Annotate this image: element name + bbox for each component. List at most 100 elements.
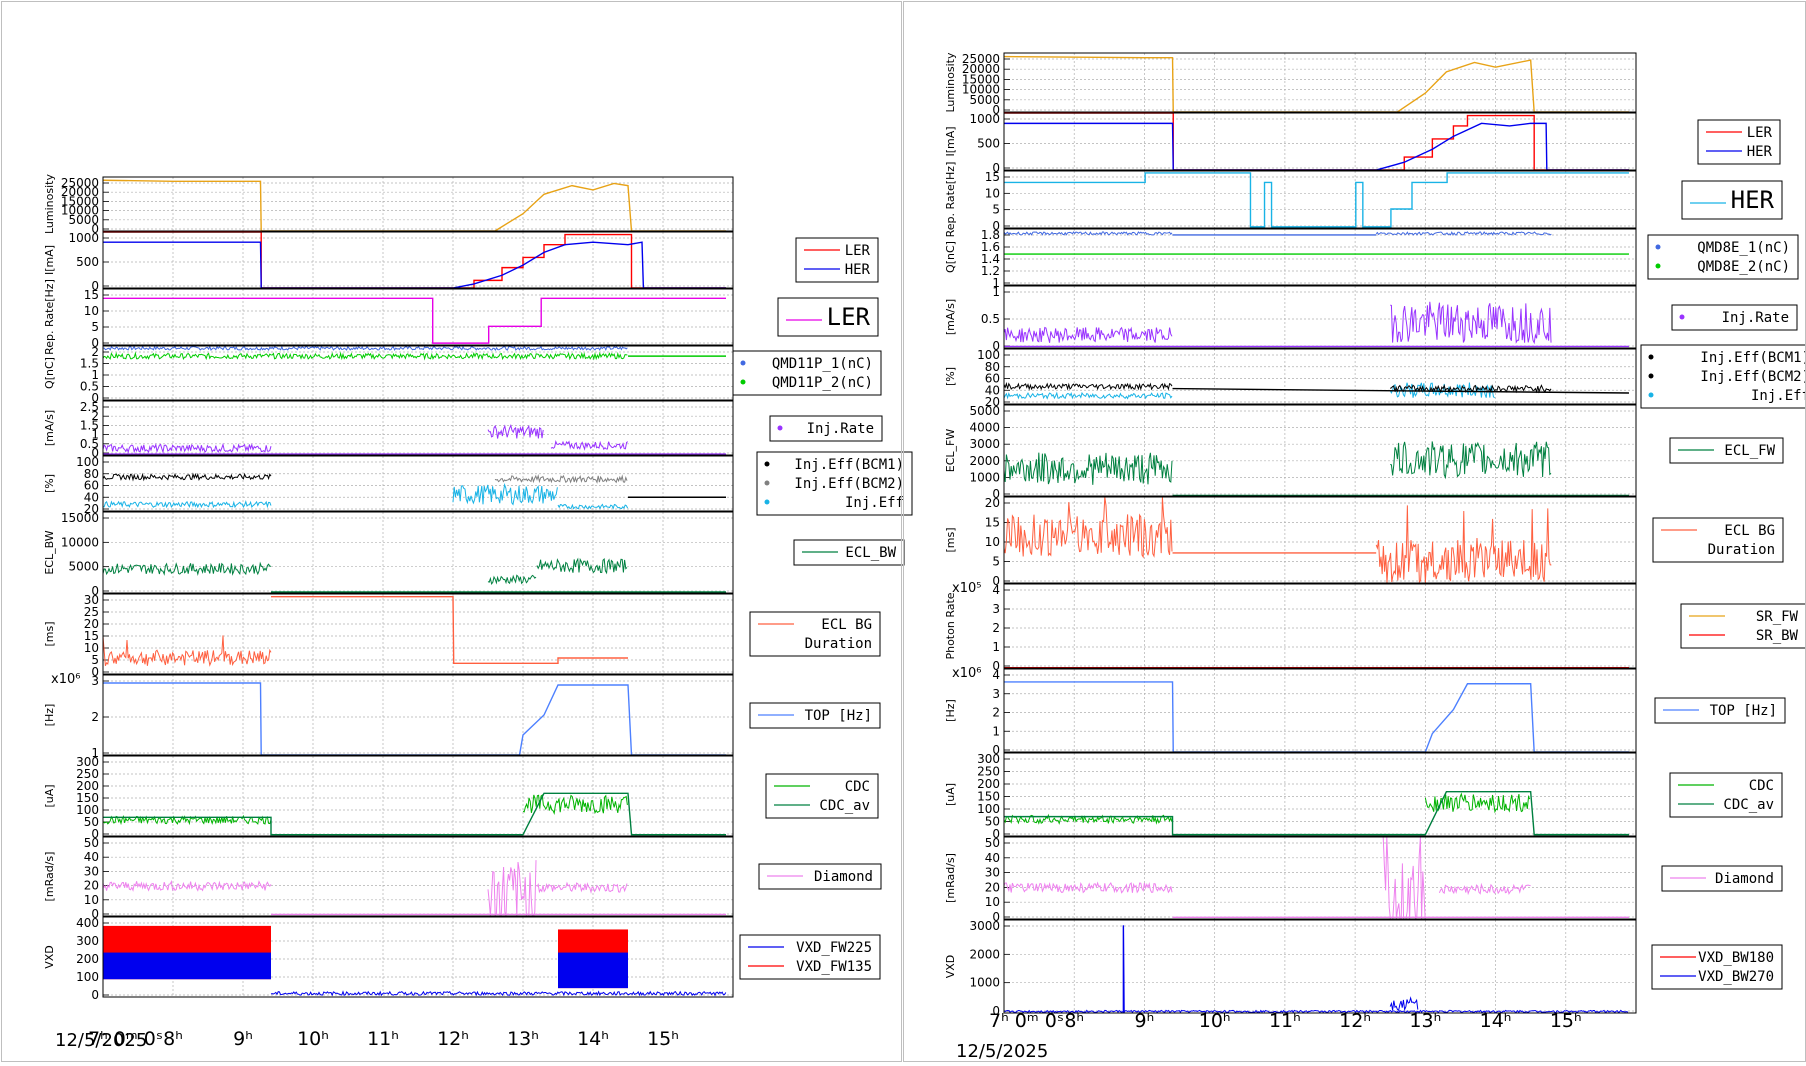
- y-tick-label: 1000: [969, 976, 1000, 990]
- legend-swatch: [764, 480, 770, 486]
- series-ecl-1: [1390, 441, 1552, 480]
- y-axis-label: [mA/s]: [43, 410, 56, 446]
- x-tick-label: 8ʰ: [163, 1028, 183, 1050]
- y-tick-label: 10: [985, 895, 1000, 909]
- row-frame: [1003, 170, 1637, 229]
- y-tick-label: 5: [91, 653, 99, 667]
- legend-label: TOP [Hz]: [805, 708, 872, 724]
- row-frame: [102, 593, 734, 675]
- legend-box: [1681, 180, 1783, 220]
- x-tick-label: 14ʰ: [577, 1028, 609, 1050]
- y-axis-label: I[mA]: [43, 245, 56, 275]
- left-row-rep: 15 10 5 0 Rep. Rate[Hz] LER: [43, 279, 879, 355]
- y-tick-label: 80: [84, 467, 99, 481]
- legend-cdc: CDC CDC_av: [765, 773, 879, 819]
- series-dur-2: [1375, 505, 1552, 584]
- row-frame: [1003, 496, 1637, 584]
- y-tick-label: 300: [76, 934, 99, 948]
- series-inj-1: [1390, 301, 1552, 345]
- series-vxd-4: [270, 990, 727, 997]
- y-tick-label: 0: [91, 391, 99, 405]
- legend-cdc: CDC CDC_av: [1669, 772, 1783, 818]
- legend-inj: Inj.Rate: [769, 415, 883, 442]
- y-tick-label: 0: [91, 279, 99, 293]
- legend-label: HER: [1731, 186, 1775, 214]
- row-frame: [102, 288, 734, 346]
- x-tick-label: 12ʰ: [1339, 1010, 1371, 1032]
- legend-box: [765, 773, 879, 819]
- legend-swatch: [1648, 392, 1654, 398]
- legend-label: HER: [1747, 144, 1773, 160]
- y-tick-label: 250: [76, 767, 99, 781]
- legend-cur: LER HER: [1697, 119, 1781, 165]
- y-tick-label: 60: [985, 372, 1000, 386]
- y-tick-label: 3: [91, 674, 99, 688]
- left-chart: 2500020000150001000050000Luminosity10005…: [43, 174, 913, 1051]
- series-ecl-2: [536, 557, 628, 575]
- y-tick-label: 0: [992, 743, 1000, 757]
- series-vxd-2: [1122, 925, 1125, 1014]
- y-tick-label: 200: [76, 952, 99, 966]
- legend-box: [777, 297, 879, 337]
- y-tick-label: 5000: [969, 404, 1000, 418]
- legend-label: VXD_BW180: [1698, 950, 1774, 966]
- right-row-dur: 20 15 10 5 0 [ms] ECL BG Duration: [944, 496, 1784, 588]
- series-cdc-2: [1004, 791, 1629, 836]
- series-eff-2: [102, 500, 272, 509]
- row-frame: [102, 231, 734, 289]
- legend-dia: Diamond: [1661, 865, 1783, 892]
- y-tick-label: 1000: [969, 470, 1000, 484]
- y-tick-label: 2.5: [80, 400, 99, 414]
- y-axis-label: I[mA]: [944, 126, 957, 156]
- legend-label: Inj.Eff(BCM1): [1700, 350, 1806, 366]
- y-axis-label: ECL_FW: [944, 429, 957, 473]
- y-tick-label: 100: [977, 348, 1000, 362]
- left-row-ecl: 15000 10000 5000 0 ECL_BW ECL_BW: [43, 511, 905, 598]
- y-tick-label: 0: [992, 910, 1000, 924]
- y-tick-label: 5000: [68, 560, 99, 574]
- legend-eff: Inj.Eff(BCM1) Inj.Eff(BCM2) Inj.Eff: [1640, 344, 1806, 409]
- y-tick-label: 0: [992, 161, 1000, 175]
- x-tick-label: 15ʰ: [1550, 1010, 1582, 1032]
- y-tick-label: 0: [91, 827, 99, 841]
- y-tick-label: 25000: [61, 176, 99, 190]
- y-tick-label: 200: [977, 777, 1000, 791]
- y-axis-label: [Hz]: [944, 699, 957, 722]
- row-frame: [102, 916, 734, 998]
- row-frame: [1003, 752, 1637, 837]
- legend-swatch: [1648, 354, 1654, 360]
- y-tick-label: 4: [992, 668, 1000, 682]
- y-tick-label: 5: [992, 555, 1000, 569]
- series-ecl-0: [102, 561, 272, 577]
- y-axis-label: [%]: [43, 474, 56, 493]
- y-tick-label: 1: [992, 276, 1000, 290]
- y-axis-label: VXD: [43, 945, 56, 969]
- left-panel-frame: [1, 1, 902, 1062]
- legend-label: Diamond: [814, 869, 873, 885]
- y-tick-label: 3000: [969, 437, 1000, 451]
- x-tick-label: 7ʰ 0ᵐ 0ˢ: [88, 1028, 163, 1050]
- y-tick-label: 0.5: [80, 437, 99, 451]
- legend-box: [795, 237, 879, 283]
- series-eff-0: [102, 472, 272, 482]
- legend-swatch: [1655, 263, 1661, 269]
- legend-label: HER: [845, 262, 871, 278]
- legend-swatch: [740, 360, 746, 366]
- y-tick-label: 20: [84, 617, 99, 631]
- legend-label: QMD8E_1(nC): [1697, 240, 1790, 256]
- series-q-1: [1375, 231, 1552, 236]
- y-tick-label: 150: [76, 791, 99, 805]
- y-tick-label: 500: [977, 137, 1000, 151]
- y-tick-label: 1.4: [981, 252, 1000, 266]
- legend-label: QMD11P_1(nC): [772, 356, 873, 372]
- series-dur-0: [102, 635, 272, 667]
- legend-label: ECL BG: [821, 617, 872, 633]
- series-cdc-1: [522, 794, 628, 815]
- legend-box: [1652, 517, 1784, 563]
- y-tick-label: 2000: [969, 454, 1000, 468]
- y-tick-label: 20: [985, 496, 1000, 510]
- y-tick-label: 50: [84, 815, 99, 829]
